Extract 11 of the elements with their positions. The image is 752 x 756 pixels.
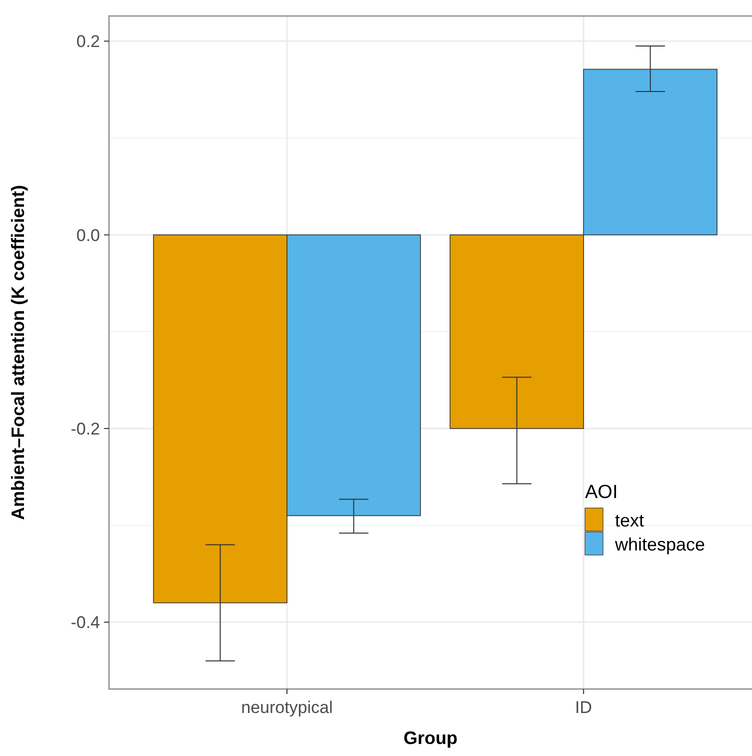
y-tick-label: 0.0 [76,226,100,245]
legend-label: text [615,510,644,530]
x-tick-label: neurotypical [241,698,333,717]
y-tick-label: -0.4 [70,613,100,632]
legend-title: AOI [585,482,618,503]
legend-label: whitespace [614,534,706,554]
x-axis-title: Group [404,728,458,748]
y-tick-label: -0.2 [70,419,100,438]
x-tick-label: ID [575,698,592,717]
y-tick-label: 0.2 [76,32,100,52]
y-axis-title: Ambient–Focal attention (K coefficient) [8,184,28,520]
